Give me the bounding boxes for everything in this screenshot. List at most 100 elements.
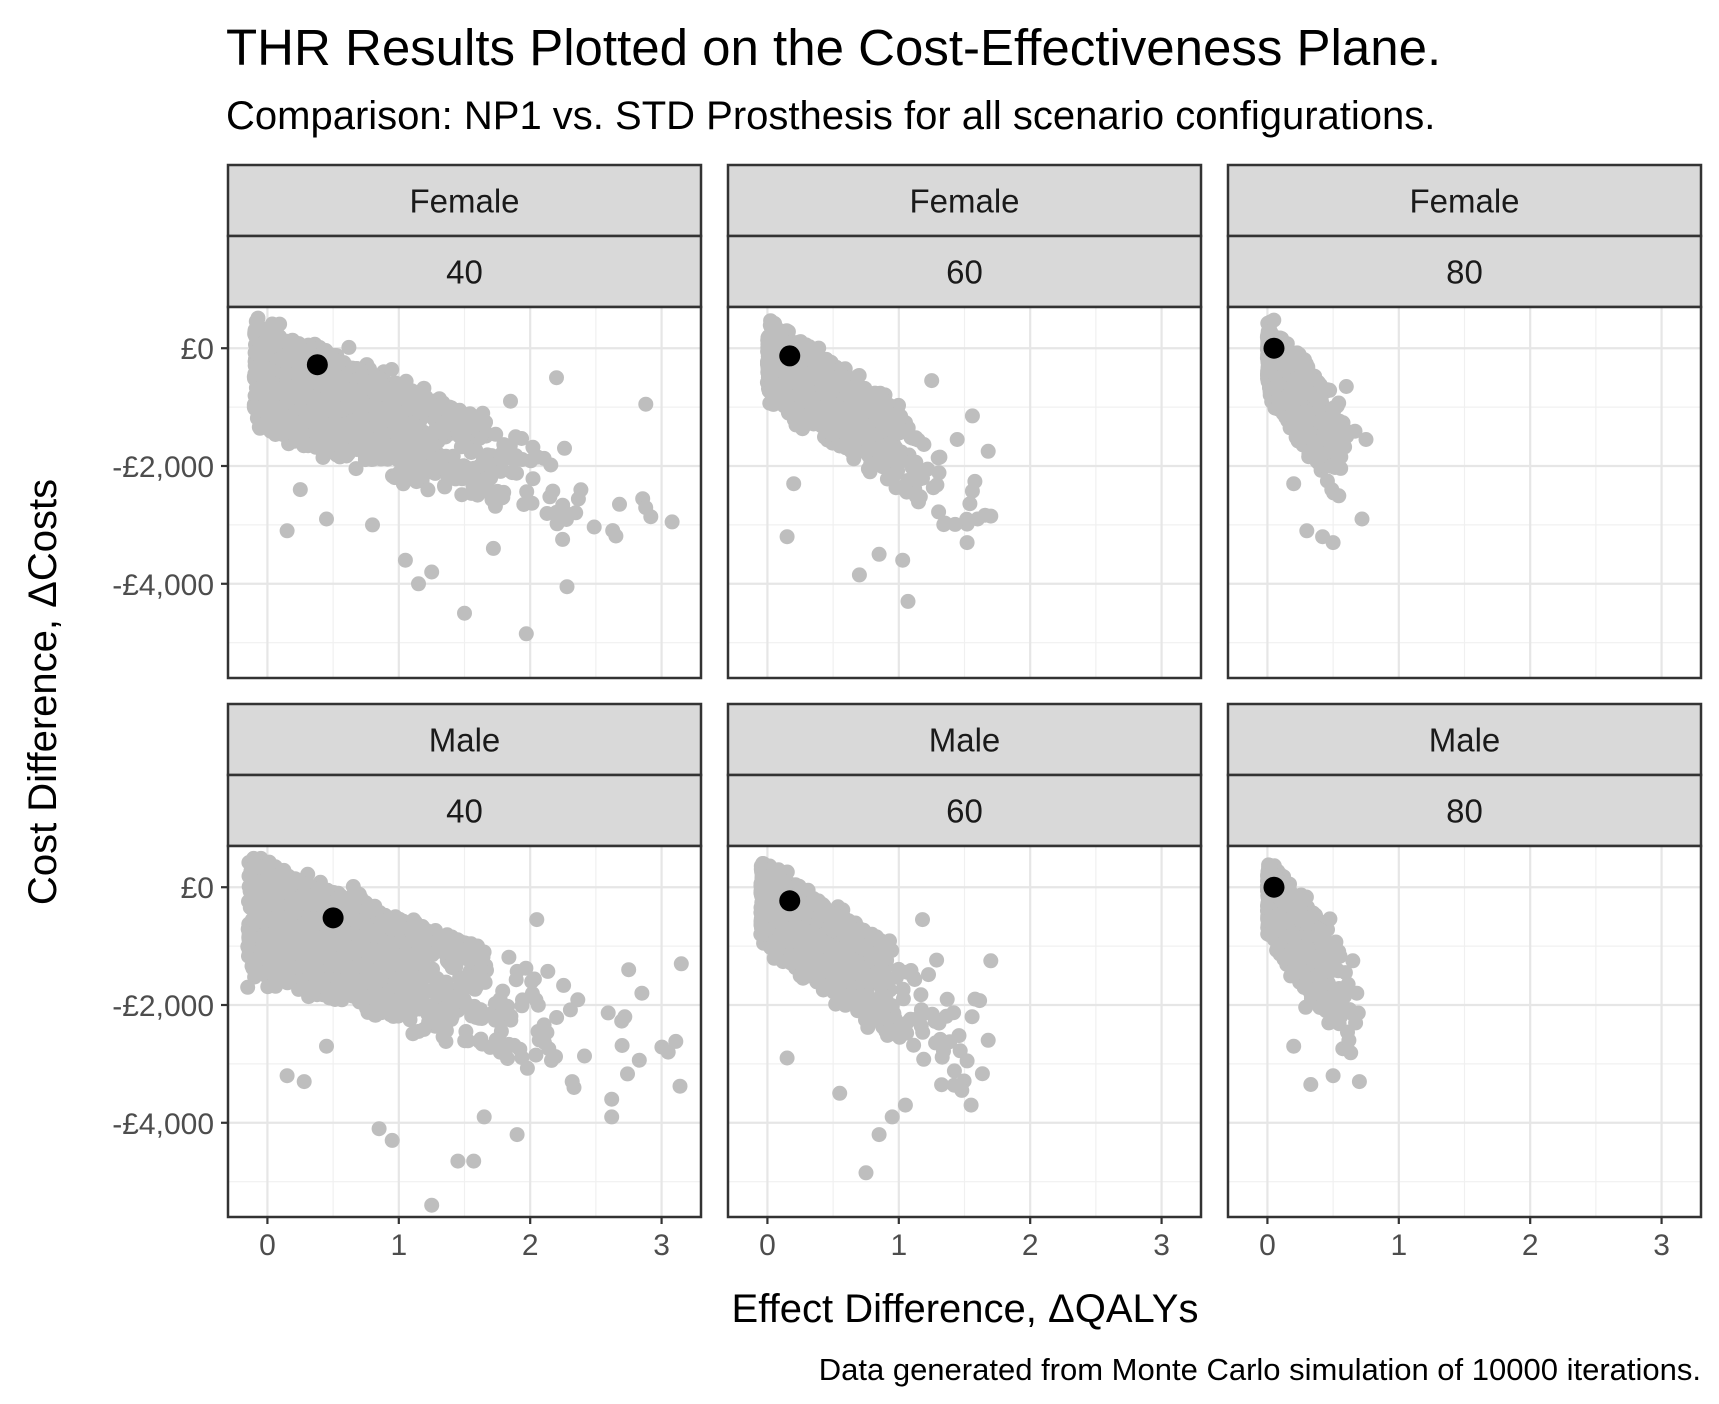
scatter-point-outlier [549,370,564,386]
scatter-point [509,465,524,481]
mean-point [779,345,801,367]
scatter-point [949,432,965,447]
facet-strip-sex [726,163,1203,238]
scatter-point [818,370,834,386]
scatter-point [1284,407,1300,423]
scatter-point [253,339,269,355]
scatter-point [472,458,488,474]
scatter-point [421,440,437,456]
scatter-point [310,429,326,445]
scatter-point-outlier [319,511,334,527]
scatter-point-outlier [612,496,627,512]
scatter-point [469,414,485,430]
scatter-point [875,423,890,439]
scatter-point [400,452,416,468]
scatter-point [1329,398,1345,414]
scatter-point [539,506,555,521]
scatter-point [283,423,299,439]
scatter-point-outlier [638,396,654,412]
scatter-point [862,441,878,457]
scatter-point-outlier [457,605,472,621]
scatter-point [863,402,879,418]
facet-strip-age-label: 60 [946,254,983,291]
facet-strip-sex-label: Female [1409,183,1519,220]
mean-point [306,354,328,376]
panel-border [726,305,1203,680]
scatter-point [931,465,947,481]
scatter-point-outlier [871,546,887,562]
scatter-point [842,407,858,423]
scatter-point [438,462,454,478]
scatter-point [373,415,388,431]
facet-strip-age-label: 80 [1446,254,1483,291]
scatter-point [252,322,268,338]
scatter-point-outlier [246,399,262,415]
scatter-point [346,396,362,412]
scatter-point-outlier [786,476,802,492]
scatter-point [886,466,902,482]
scatter-point [638,500,654,516]
scatter-point-outlier [424,564,440,580]
scatter-point [323,431,339,447]
scatter-point [892,421,908,437]
facet-strip-age [726,234,1203,309]
scatter-point [334,440,350,456]
scatter-point [1266,312,1282,328]
scatter-point [549,516,565,532]
facet-strip-sex-label: Female [409,183,519,220]
scatter-point [1271,374,1287,390]
scatter-point [464,485,479,501]
panel-border [226,305,703,680]
scatter-point [265,329,281,345]
scatter-point [348,461,364,477]
scatter-point-outlier [895,552,911,568]
scatter-point [441,416,457,432]
scatter-point [947,516,963,532]
scatter-point [962,496,978,512]
scatter-point [806,365,822,381]
scatter-point [1317,422,1333,438]
scatter-point [418,427,434,443]
scatter-point [355,410,371,426]
scatter-point [494,463,510,478]
scatter-point [250,310,266,326]
scatter-point [297,405,313,421]
scatter-point [429,402,445,418]
scatter-point [1331,488,1347,504]
scatter-point-outlier [779,529,795,545]
scatter-point [1313,448,1329,463]
scatter-point-outlier [559,579,575,595]
chart-subtitle: Comparison: NP1 vs. STD Prosthesis for a… [226,94,1436,138]
scatter-point-outlier [365,517,380,533]
scatter-point [264,390,280,406]
scatter-point [327,367,343,383]
scatter-point [381,389,396,405]
scatter-point [525,471,541,487]
scatter-point [543,457,559,473]
scatter-point [371,436,387,452]
scatter-point [530,449,546,465]
scatter-point-outlier [279,523,295,539]
scatter-point [524,495,540,511]
scatter-point-outlier [980,443,996,459]
scatter-point [838,427,854,443]
scatter-point-outlier [924,373,940,389]
scatter-point [555,531,571,547]
scatter-point-outlier [964,408,980,424]
scatter-point [762,395,778,411]
scatter-point [519,484,535,500]
facet-strip-age-label: 40 [446,254,483,291]
facet-panel-female-80: Female 80 [1226,163,1703,680]
scatter-point [863,427,879,443]
scatter-point [263,418,279,434]
scatter-point [264,376,280,391]
scatter-point [888,480,904,496]
scatter-point [365,451,381,467]
scatter-point [876,440,892,456]
y-tick-label: £0 [181,333,214,366]
scatter-point [341,339,357,355]
scatter-point [313,395,328,411]
